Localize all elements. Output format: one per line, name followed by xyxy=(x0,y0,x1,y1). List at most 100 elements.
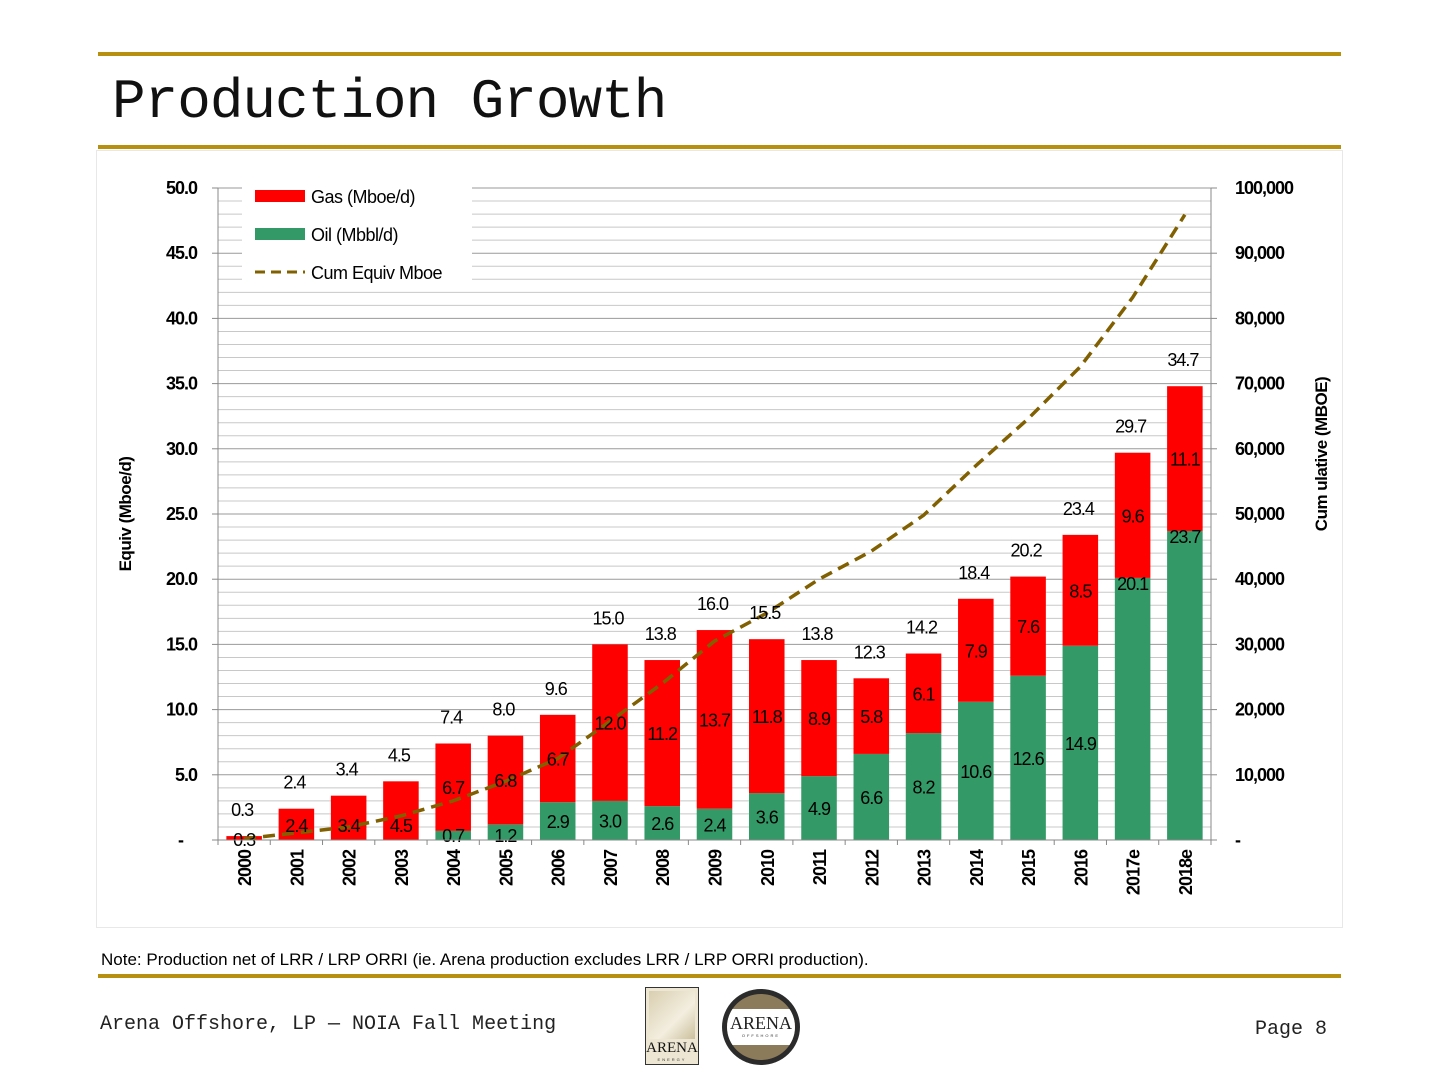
oil-label: 12.6 xyxy=(1013,749,1045,769)
x-tick-label: 2017e xyxy=(1124,849,1144,895)
axes: - 5.0 10.0 15.0 20.0 25.0 30.0 35.0 40.0 45.0 50.0… xyxy=(116,178,1331,895)
gas-bar xyxy=(801,660,837,777)
gas-label: 7.6 xyxy=(1017,617,1040,637)
total-label: 23.4 xyxy=(1063,499,1095,519)
y-tick-label: 40.0 xyxy=(166,308,198,328)
total-label: 9.6 xyxy=(545,679,568,699)
gas-bar xyxy=(748,639,785,794)
gas-bar xyxy=(853,678,890,754)
gas-label: 6.1 xyxy=(913,684,936,704)
y-tick-label: 15.0 xyxy=(166,634,198,654)
arena-offshore-logo: ARENA OFFSHORE xyxy=(722,989,800,1065)
x-tick-label: 2002 xyxy=(340,849,360,886)
oil-bar xyxy=(958,701,994,840)
oil-label: 8.2 xyxy=(913,778,936,798)
x-tick-label: 2010 xyxy=(758,849,778,886)
title-rule xyxy=(98,145,1341,149)
oil-label: 14.9 xyxy=(1065,734,1097,754)
total-label: 13.8 xyxy=(802,624,834,644)
total-label: 18.4 xyxy=(958,563,990,583)
oil-bar xyxy=(1062,645,1099,840)
x-tick-label: 2005 xyxy=(496,849,516,886)
oil-bar xyxy=(1114,577,1151,840)
gas-bar xyxy=(1167,386,1203,531)
total-label: 29.7 xyxy=(1115,417,1147,437)
gas-label: 11.8 xyxy=(752,707,783,727)
production-chart: 0.30.32.42.43.43.44.54.57.46.70.78.06.81… xyxy=(116,176,1331,895)
logo-text: ARENA xyxy=(646,1040,698,1056)
gas-label: 6.7 xyxy=(442,778,465,798)
y-tick-label: 5.0 xyxy=(175,765,198,785)
legend: Gas (Mboe/d) Oil (Mbbl/d) Cum Equiv Mboe xyxy=(242,176,472,288)
footer-text: Arena Offshore, LP — NOIA Fall Meeting xyxy=(100,1013,557,1036)
total-label: 2.4 xyxy=(283,773,306,793)
y2-tick-label: 50,000 xyxy=(1235,504,1285,524)
y2-tick-label: 100,000 xyxy=(1235,178,1294,198)
x-tick-label: 2013 xyxy=(915,849,935,886)
logo-ring: ARENA OFFSHORE xyxy=(727,994,795,1060)
total-label: 4.5 xyxy=(388,745,411,765)
gas-bar xyxy=(1114,452,1151,578)
gas-label: 3.4 xyxy=(338,816,361,836)
oil-label: 2.4 xyxy=(703,815,726,835)
oil-label: 2.9 xyxy=(547,812,570,832)
total-label: 12.3 xyxy=(854,642,886,662)
oil-bar xyxy=(592,800,628,840)
legend-label: Cum Equiv Mboe xyxy=(311,263,443,283)
y2-tick-label: 20,000 xyxy=(1235,700,1285,720)
total-label: 13.8 xyxy=(645,624,677,644)
y-tick-label: - xyxy=(178,830,184,850)
x-tick-label: 2016 xyxy=(1071,849,1091,886)
x-tick-label: 2003 xyxy=(392,849,412,886)
y-tick-label: 25.0 xyxy=(166,504,198,524)
gas-label: 6.8 xyxy=(494,771,517,791)
top-rule xyxy=(98,52,1341,56)
y-tick-label: 20.0 xyxy=(166,569,198,589)
oil-bar xyxy=(1010,675,1046,840)
y2-tick-label: 30,000 xyxy=(1235,634,1285,654)
footnote: Note: Production net of LRR / LRP ORRI (… xyxy=(101,950,869,969)
bars xyxy=(226,386,1203,840)
y-tick-label: 35.0 xyxy=(166,374,198,394)
y2-tick-label: - xyxy=(1235,830,1241,850)
y-tick-label: 10.0 xyxy=(166,700,198,720)
oil-label: 1.2 xyxy=(494,826,517,846)
logo-subtext: ENERGY xyxy=(657,1057,687,1062)
y-axis-title: Equiv (Mboe/d) xyxy=(116,457,135,572)
logo-subtext: OFFSHORE xyxy=(741,1033,781,1038)
gas-label: 8.9 xyxy=(808,709,831,729)
total-label: 7.4 xyxy=(440,708,463,728)
x-tick-label: 2009 xyxy=(706,849,726,886)
total-label: 8.0 xyxy=(492,700,515,720)
x-tick-label: 2001 xyxy=(287,849,307,886)
oil-bar xyxy=(696,808,733,840)
x-tick-label: 2012 xyxy=(862,849,882,886)
cum-equiv-line xyxy=(243,213,1187,841)
gas-bar xyxy=(435,743,471,831)
x-tick-label: 2008 xyxy=(653,849,673,886)
legend-gas-swatch xyxy=(255,190,305,202)
oil-bar xyxy=(435,830,471,840)
chart-area: 0.3 0.3 2.4 2.4 3.4 3.4 4.5 4.5 7.4 6.7 0.7 8.0 6.8 1… xyxy=(96,150,1343,928)
logo-band xyxy=(727,1009,795,1045)
x-tick-label: 2007 xyxy=(601,849,621,886)
gas-bar xyxy=(1010,576,1046,676)
y2-tick-label: 80,000 xyxy=(1235,308,1285,328)
y2-tick-label: 40,000 xyxy=(1235,569,1285,589)
x-tick-label: 2015 xyxy=(1019,849,1039,886)
gas-label: 9.6 xyxy=(1122,506,1145,526)
oil-label: 10.6 xyxy=(960,762,992,782)
oil-label: 3.0 xyxy=(599,811,622,831)
oil-bar xyxy=(539,802,576,840)
oil-bar xyxy=(905,733,942,840)
oil-bar xyxy=(487,824,524,840)
y2-tick-label: 60,000 xyxy=(1235,439,1285,459)
y2-tick-label: 70,000 xyxy=(1235,374,1285,394)
oil-label: 4.9 xyxy=(808,799,831,819)
total-label: 34.7 xyxy=(1167,350,1199,370)
oil-label: 0.7 xyxy=(442,826,465,846)
page-number: Page 8 xyxy=(1255,1018,1328,1041)
gas-bar xyxy=(1062,534,1099,646)
gas-bar xyxy=(905,653,942,734)
oil-bar xyxy=(748,793,785,840)
